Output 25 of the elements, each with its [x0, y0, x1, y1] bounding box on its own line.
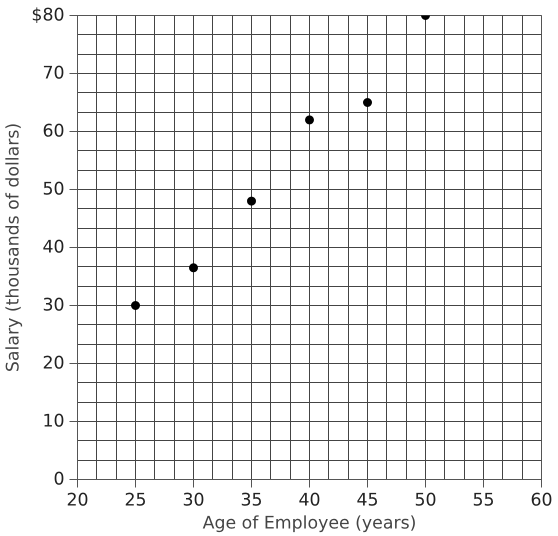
y-tick-label: 50	[42, 180, 65, 200]
x-tick-label: 45	[356, 490, 379, 510]
x-tick-label: 20	[66, 490, 89, 510]
point	[305, 115, 314, 124]
point	[247, 196, 256, 206]
y-tick-label: 10	[42, 412, 65, 432]
y-tick-label: 0	[53, 470, 65, 490]
y-tick-label: 60	[42, 122, 65, 142]
y-tick-label: 40	[42, 238, 65, 258]
y-tick-label: 70	[42, 64, 65, 84]
point	[189, 263, 198, 272]
x-tick-label: 55	[472, 490, 495, 510]
x-tick-label: 40	[298, 490, 321, 510]
x-axis-title: Age of Employee (years)	[202, 514, 416, 534]
x-tick-label: 50	[414, 490, 437, 510]
x-tick-label: 30	[182, 490, 205, 510]
x-tick-label: 25	[124, 490, 147, 510]
y-tick-label: 30	[42, 296, 65, 316]
y-axis-title: Salary (thousands of dollars)	[3, 122, 24, 372]
point	[363, 98, 372, 107]
x-tick-label: 60	[530, 490, 553, 510]
y-tick-label: $80	[31, 6, 65, 26]
point	[131, 301, 140, 310]
y-tick-label: 20	[42, 354, 65, 374]
x-tick-label: 35	[240, 490, 263, 510]
